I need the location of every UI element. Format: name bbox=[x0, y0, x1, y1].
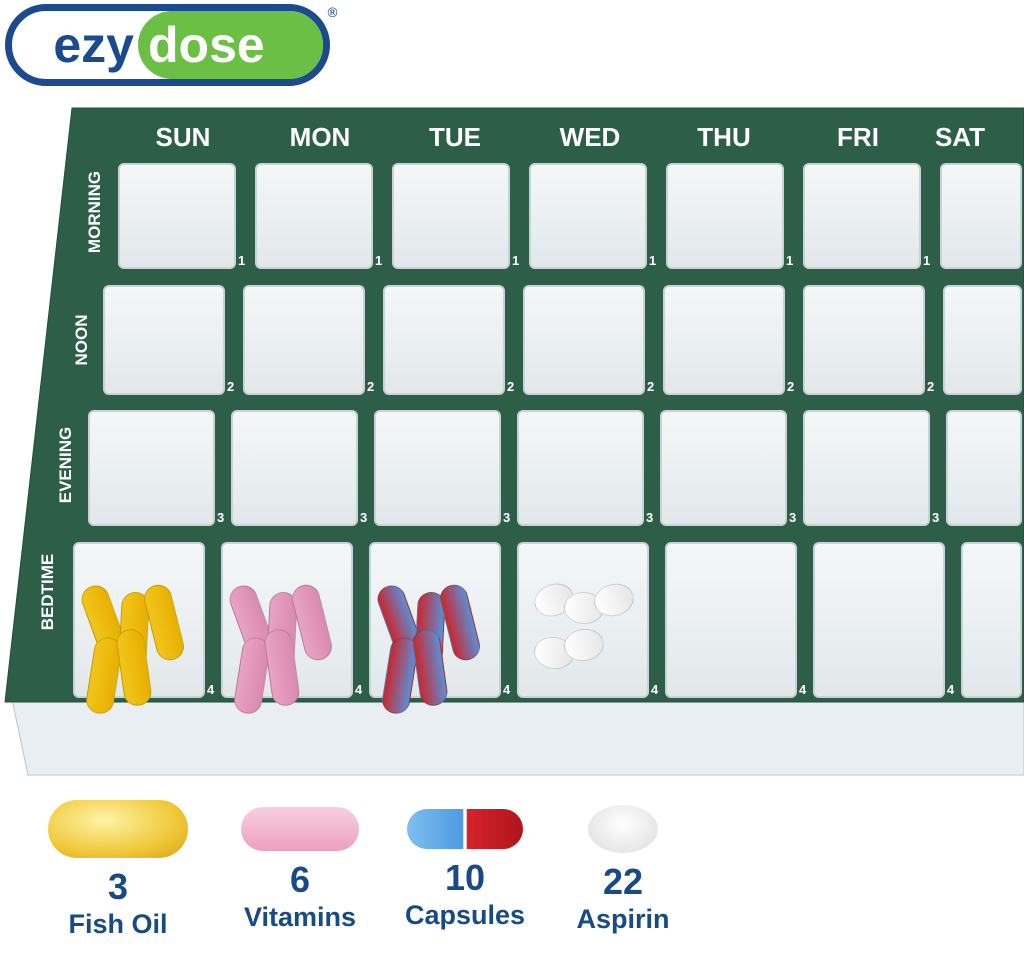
compartment-number: 1 bbox=[923, 253, 931, 268]
legend-count: 10 bbox=[444, 857, 486, 898]
compartment-mon-evening[interactable] bbox=[231, 410, 358, 526]
aspirin-tablet-icon bbox=[588, 805, 658, 853]
row-label-morning: MORNING bbox=[85, 170, 104, 254]
compartment-thu-morning[interactable] bbox=[666, 163, 784, 269]
compartment-number: 2 bbox=[787, 379, 795, 394]
compartment-number: 1 bbox=[786, 253, 794, 268]
compartment-mon-noon[interactable] bbox=[243, 285, 365, 395]
compartment-sat-noon[interactable] bbox=[943, 285, 1022, 395]
compartment-number: 4 bbox=[947, 682, 955, 697]
legend-item-fish-oil: 3 Fish Oil bbox=[28, 800, 208, 940]
vitamin-tablet-icon bbox=[241, 807, 359, 851]
compartment-tue-noon[interactable] bbox=[383, 285, 505, 395]
tray-base bbox=[9, 689, 1024, 776]
compartment-number: 1 bbox=[649, 253, 657, 268]
compartment-number: 1 bbox=[512, 253, 520, 268]
compartment-sun-evening[interactable] bbox=[88, 410, 215, 526]
compartment-number: 2 bbox=[227, 379, 235, 394]
compartment-number: 3 bbox=[789, 510, 797, 525]
compartment-thu-noon[interactable] bbox=[663, 285, 785, 395]
compartment-tue-morning[interactable] bbox=[392, 163, 510, 269]
legend-item-vitamins: 6 Vitamins bbox=[210, 800, 390, 933]
capsule-icon bbox=[407, 809, 523, 849]
compartment-wed-morning[interactable] bbox=[529, 163, 647, 269]
compartment-number: 1 bbox=[375, 253, 383, 268]
compartment-number: 3 bbox=[360, 510, 368, 525]
compartment-number: 3 bbox=[932, 510, 940, 525]
compartment-tue-bedtime[interactable] bbox=[369, 542, 501, 716]
day-label-sat: SAT bbox=[934, 122, 986, 152]
legend-item-aspirin: 22 Aspirin bbox=[533, 800, 713, 935]
compartment-number: 2 bbox=[507, 379, 515, 394]
legend-count: 3 bbox=[107, 866, 129, 907]
compartment-sun-bedtime[interactable] bbox=[73, 542, 205, 716]
legend-count: 22 bbox=[602, 861, 644, 902]
day-label-wed: WED bbox=[559, 122, 621, 152]
compartment-thu-evening[interactable] bbox=[660, 410, 787, 526]
compartment-number: 2 bbox=[927, 379, 935, 394]
compartment-number: 4 bbox=[207, 682, 215, 697]
compartment-number: 2 bbox=[367, 379, 375, 394]
row-label-bedtime: BEDTIME bbox=[38, 553, 57, 631]
compartment-number: 3 bbox=[217, 510, 225, 525]
logo-ezy: ezy bbox=[53, 17, 134, 73]
day-label-fri: FRI bbox=[837, 122, 879, 152]
compartment-number: 3 bbox=[503, 510, 511, 525]
legend-name: Fish Oil bbox=[68, 909, 168, 939]
compartment-sat-morning[interactable] bbox=[940, 163, 1022, 269]
compartment-sat-bedtime[interactable] bbox=[961, 542, 1022, 698]
legend-name: Vitamins bbox=[243, 902, 357, 932]
compartment-sun-noon[interactable] bbox=[103, 285, 225, 395]
day-label-thu: THU bbox=[697, 122, 751, 152]
compartment-sun-morning[interactable] bbox=[118, 163, 236, 269]
compartment-thu-bedtime[interactable] bbox=[665, 542, 797, 698]
day-label-tue: TUE bbox=[429, 122, 481, 152]
compartment-sat-evening[interactable] bbox=[946, 410, 1022, 526]
legend-count: 6 bbox=[289, 859, 311, 900]
compartment-tue-evening[interactable] bbox=[374, 410, 501, 526]
compartment-mon-bedtime[interactable] bbox=[221, 542, 353, 716]
day-label-mon: MON bbox=[289, 122, 351, 152]
registered-mark: ® bbox=[326, 6, 339, 21]
compartment-wed-noon[interactable] bbox=[523, 285, 645, 395]
compartment-wed-bedtime[interactable] bbox=[517, 542, 649, 698]
legend-item-capsules: 10 Capsules bbox=[375, 800, 555, 931]
compartment-fri-morning[interactable] bbox=[803, 163, 921, 269]
compartment-number: 1 bbox=[238, 253, 246, 268]
compartment-number: 4 bbox=[799, 682, 807, 697]
compartment-number: 4 bbox=[503, 682, 511, 697]
compartment-wed-evening[interactable] bbox=[517, 410, 644, 526]
row-label-evening: EVENING bbox=[56, 426, 75, 504]
fish-oil-softgel-icon bbox=[48, 800, 188, 858]
compartment-number: 3 bbox=[646, 510, 654, 525]
day-label-sun: SUN bbox=[155, 122, 211, 152]
logo-dose: dose bbox=[138, 11, 323, 79]
compartment-fri-evening[interactable] bbox=[803, 410, 930, 526]
compartment-number: 4 bbox=[651, 682, 659, 697]
ezy-dose-logo: ezy dose bbox=[5, 4, 330, 86]
legend-name: Capsules bbox=[404, 900, 526, 930]
compartment-mon-morning[interactable] bbox=[255, 163, 373, 269]
compartment-fri-noon[interactable] bbox=[803, 285, 925, 395]
compartment-number: 4 bbox=[355, 682, 363, 697]
compartment-number: 2 bbox=[647, 379, 655, 394]
compartment-fri-bedtime[interactable] bbox=[813, 542, 945, 698]
legend-name: Aspirin bbox=[576, 904, 670, 934]
row-label-noon: NOON bbox=[72, 314, 91, 366]
